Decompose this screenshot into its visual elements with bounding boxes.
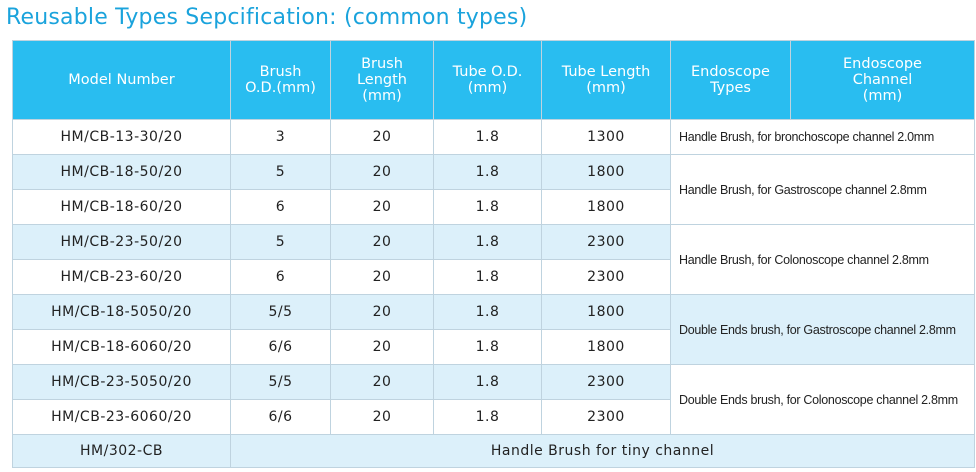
header-brush-od: Brush O.D.(mm) bbox=[230, 40, 331, 120]
table-row: HM/CB-18-6060/20 6/6 20 1.8 1800 bbox=[12, 329, 975, 365]
cell-tube-length: 2300 bbox=[541, 224, 671, 260]
cell-model: HM/CB-23-60/20 bbox=[12, 259, 231, 295]
cell-model: HM/302-CB bbox=[12, 434, 231, 468]
cell-description: Handle Brush for tiny channel bbox=[230, 434, 975, 468]
header-tube-od: Tube O.D. (mm) bbox=[433, 40, 542, 120]
cell-tube-od: 1.8 bbox=[433, 364, 542, 400]
table-row-footer: HM/302-CB Handle Brush for tiny channel bbox=[12, 434, 975, 468]
cell-brush-length: 20 bbox=[330, 154, 434, 190]
cell-model: HM/CB-18-5050/20 bbox=[12, 294, 231, 330]
cell-tube-od: 1.8 bbox=[433, 399, 542, 435]
header-row: Model Number Brush O.D.(mm) Brush Length (m… bbox=[12, 40, 975, 120]
cell-brush-od: 6/6 bbox=[230, 329, 331, 365]
cell-model: HM/CB-18-50/20 bbox=[12, 154, 231, 190]
table-row: HM/CB-23-60/20 6 20 1.8 2300 bbox=[12, 259, 975, 295]
header-tube-length: Tube Length (mm) bbox=[541, 40, 671, 120]
table-row: HM/CB-18-5050/20 5/5 20 1.8 1800 Double … bbox=[12, 294, 975, 365]
cell-tube-od: 1.8 bbox=[433, 189, 542, 225]
cell-endoscope-note: Double Ends brush, for Gastroscope chann… bbox=[670, 294, 975, 365]
cell-model: HM/CB-23-50/20 bbox=[12, 224, 231, 260]
cell-tube-od: 1.8 bbox=[433, 259, 542, 295]
cell-brush-length: 20 bbox=[330, 364, 434, 400]
cell-brush-od: 6 bbox=[230, 189, 331, 225]
cell-model: HM/CB-18-6060/20 bbox=[12, 329, 231, 365]
cell-brush-od: 6 bbox=[230, 259, 331, 295]
cell-brush-length: 20 bbox=[330, 119, 434, 155]
cell-tube-length: 2300 bbox=[541, 399, 671, 435]
cell-brush-length: 20 bbox=[330, 294, 434, 330]
table-row: HM/CB-23-5050/20 5/5 20 1.8 2300 Double … bbox=[12, 364, 975, 435]
table-row: HM/CB-18-50/20 5 20 1.8 1800 Handle Brus… bbox=[12, 154, 975, 225]
table-row: HM/CB-23-50/20 5 20 1.8 2300 Handle Brus… bbox=[12, 224, 975, 295]
cell-tube-length: 2300 bbox=[541, 259, 671, 295]
cell-brush-length: 20 bbox=[330, 224, 434, 260]
page-title: Reusable Types Sepcification: (common ty… bbox=[6, 5, 528, 30]
header-brush-length: Brush Length (mm) bbox=[330, 40, 434, 120]
cell-brush-od: 3 bbox=[230, 119, 331, 155]
cell-tube-length: 1300 bbox=[541, 119, 671, 155]
header-endoscope-types: Endoscope Types bbox=[670, 40, 791, 120]
cell-tube-length: 2300 bbox=[541, 364, 671, 400]
cell-tube-length: 1800 bbox=[541, 189, 671, 225]
cell-tube-od: 1.8 bbox=[433, 329, 542, 365]
header-endoscope-channel: Endoscope Channel (mm) bbox=[790, 40, 975, 120]
cell-tube-length: 1800 bbox=[541, 154, 671, 190]
cell-endoscope-note: Handle Brush, for bronchoscope channel 2… bbox=[670, 119, 975, 155]
cell-brush-length: 20 bbox=[330, 329, 434, 365]
cell-tube-length: 1800 bbox=[541, 294, 671, 330]
cell-brush-length: 20 bbox=[330, 399, 434, 435]
table-row: HM/CB-23-6060/20 6/6 20 1.8 2300 bbox=[12, 399, 975, 435]
cell-brush-od: 5/5 bbox=[230, 294, 331, 330]
cell-brush-od: 5 bbox=[230, 154, 331, 190]
cell-brush-od: 5/5 bbox=[230, 364, 331, 400]
cell-tube-od: 1.8 bbox=[433, 154, 542, 190]
cell-brush-od: 6/6 bbox=[230, 399, 331, 435]
table-row: HM/CB-13-30/20 3 20 1.8 1300 Handle Brus… bbox=[12, 119, 975, 155]
cell-tube-od: 1.8 bbox=[433, 119, 542, 155]
cell-endoscope-note: Handle Brush, for Colonoscope channel 2.… bbox=[670, 224, 975, 295]
cell-tube-length: 1800 bbox=[541, 329, 671, 365]
cell-endoscope-note: Double Ends brush, for Colonoscope chann… bbox=[670, 364, 975, 435]
table-row: HM/CB-18-60/20 6 20 1.8 1800 bbox=[12, 189, 975, 225]
header-model-number: Model Number bbox=[12, 40, 231, 120]
cell-model: HM/CB-23-6060/20 bbox=[12, 399, 231, 435]
cell-model: HM/CB-18-60/20 bbox=[12, 189, 231, 225]
cell-endoscope-note: Handle Brush, for Gastroscope channel 2.… bbox=[670, 154, 975, 225]
spec-table: Model Number Brush O.D.(mm) Brush Length (m… bbox=[12, 40, 975, 468]
cell-model: HM/CB-13-30/20 bbox=[12, 119, 231, 155]
cell-brush-length: 20 bbox=[330, 259, 434, 295]
cell-brush-od: 5 bbox=[230, 224, 331, 260]
cell-brush-length: 20 bbox=[330, 189, 434, 225]
cell-model: HM/CB-23-5050/20 bbox=[12, 364, 231, 400]
cell-tube-od: 1.8 bbox=[433, 294, 542, 330]
cell-tube-od: 1.8 bbox=[433, 224, 542, 260]
